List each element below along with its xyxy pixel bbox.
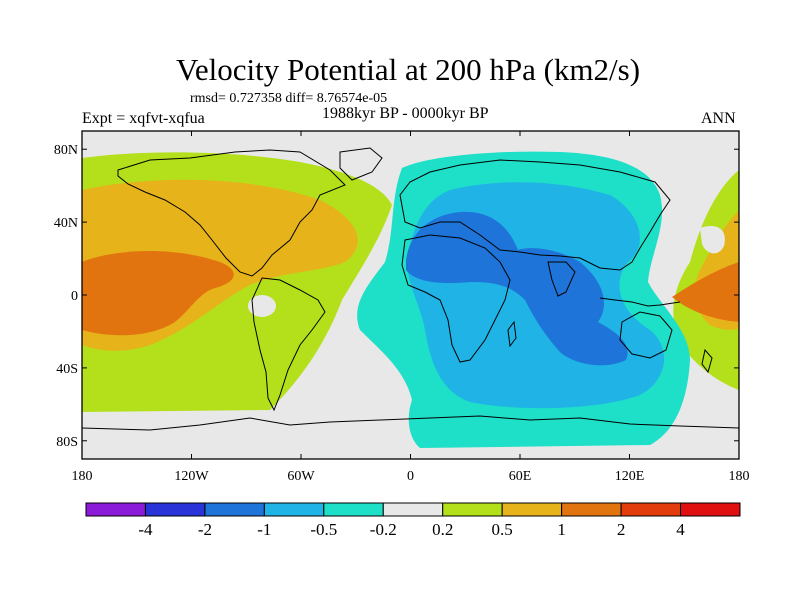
colorbar-swatch xyxy=(323,502,384,517)
lat-tick-label: 40S xyxy=(56,362,78,377)
lat-tick-label: 80S xyxy=(56,435,78,450)
colorbar-swatch xyxy=(561,502,622,517)
colorbar-label: 0.2 xyxy=(432,520,453,539)
colorbar-swatch xyxy=(85,502,146,517)
stats-line: rmsd= 0.727358 diff= 8.76574e-05 xyxy=(190,91,388,106)
contour-blue xyxy=(406,211,628,366)
colorbar-swatch xyxy=(263,502,325,517)
season-label: ANN xyxy=(701,110,736,127)
lon-tick-label: 120W xyxy=(174,469,209,484)
coast-europe-asia xyxy=(399,159,671,271)
colorbar-swatch xyxy=(620,502,682,517)
period-label: 1988kyr BP - 0000kyr BP xyxy=(322,105,489,122)
contour-neutral-east-pocket xyxy=(700,226,725,254)
coast-australia xyxy=(619,311,673,359)
colorbar-swatch xyxy=(501,502,563,517)
lon-tick-label: 60W xyxy=(287,469,315,484)
colorbar-swatch xyxy=(144,502,206,517)
coast-new-zealand xyxy=(701,348,713,374)
experiment-label: Expt = xqfvt-xqfua xyxy=(82,110,205,127)
latitude-axis: 80N 40N 0 40S 80S xyxy=(54,143,739,450)
coast-north-america xyxy=(117,149,346,277)
coast-indonesia xyxy=(599,297,681,307)
lat-tick-label: 0 xyxy=(71,289,78,304)
colorbar-swatch xyxy=(382,502,444,517)
coast-africa xyxy=(401,234,511,363)
coast-south-america xyxy=(251,277,326,412)
coast-antarctica xyxy=(82,415,739,431)
colorbar-label: -0.2 xyxy=(370,520,397,539)
lon-tick-label: 180 xyxy=(729,469,750,484)
coast-india xyxy=(547,261,576,297)
colorbar-label: 0.5 xyxy=(492,520,513,539)
lon-tick-label: 180 xyxy=(72,469,93,484)
colorbar-label: 1 xyxy=(557,520,566,539)
colorbar-label: 4 xyxy=(676,520,685,539)
coastlines xyxy=(82,147,739,431)
contour-field xyxy=(82,131,739,459)
lat-tick-label: 40N xyxy=(54,216,78,231)
contour-orange-west xyxy=(82,251,234,336)
colorbar-swatch xyxy=(680,502,741,517)
contour-orange-east xyxy=(672,262,739,322)
colorbar-label: -1 xyxy=(257,520,271,539)
lon-tick-label: 60E xyxy=(509,469,532,484)
map-title: Velocity Potential at 200 hPa (km2/s) xyxy=(175,52,641,87)
lon-tick-label: 0 xyxy=(407,469,414,484)
contour-neutral-pocket xyxy=(248,295,276,317)
colorbar-label: -4 xyxy=(138,520,153,539)
colorbar: -4 -2 -1 -0.5 -0.2 0.2 0.5 1 2 4 xyxy=(85,502,741,539)
lon-tick-label: 120E xyxy=(615,469,645,484)
coast-greenland xyxy=(339,147,383,181)
lat-tick-label: 80N xyxy=(54,143,78,158)
colorbar-label: -0.5 xyxy=(310,520,337,539)
longitude-axis: 180 120W 60W 0 60E 120E 180 xyxy=(72,131,750,484)
colorbar-swatch xyxy=(204,502,265,517)
colorbar-swatch xyxy=(442,502,503,517)
coast-madagascar xyxy=(507,320,517,348)
colorbar-label: 2 xyxy=(617,520,626,539)
colorbar-label: -2 xyxy=(198,520,212,539)
